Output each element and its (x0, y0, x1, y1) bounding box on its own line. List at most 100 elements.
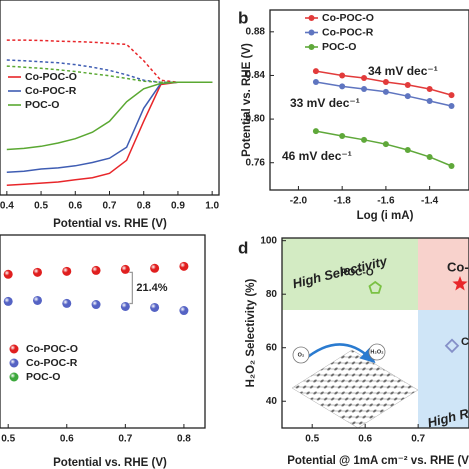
inset: O₂ H₂O₂ (291, 343, 419, 429)
point (404, 81, 411, 88)
point (448, 103, 455, 109)
annotation: 34 mV dec⁻¹ (368, 64, 438, 78)
reaction-arrow (303, 343, 376, 364)
x-axis-label: Log (i mA) (357, 210, 414, 222)
molecule (292, 346, 310, 364)
y-tick-label: 0.76 (246, 157, 266, 168)
annotation: 33 mV dec⁻¹ (290, 96, 360, 110)
marker-sphere (179, 306, 189, 316)
point (382, 88, 389, 95)
marker-sphere (62, 298, 72, 308)
legend-label: POC-O (26, 371, 60, 383)
annotation: 46 mV dec⁻¹ (282, 149, 352, 163)
x-tick-label: 0.6 (68, 201, 82, 212)
marker-sphere (32, 295, 42, 305)
region (282, 238, 418, 310)
marker-sphere (62, 266, 72, 276)
marker-sphere (179, 261, 189, 271)
point (339, 72, 346, 79)
x-tick-label: 0.5 (305, 434, 319, 445)
x-tick-label: -1.6 (377, 196, 395, 207)
x-axis-label: Potential vs. RHE (V) (53, 457, 167, 469)
y-axis-label: Potential vs. RHE (V) (241, 43, 253, 157)
x-tick-label: -2.0 (290, 196, 308, 207)
panel-label: d (238, 238, 248, 257)
region (418, 310, 469, 428)
x-axis-label: Potential @ 1mA cm⁻² vs. RHE (V) (287, 455, 469, 467)
marker-star (452, 276, 468, 291)
legend-marker (308, 29, 315, 36)
legend-label: Co-POC-R (26, 357, 78, 369)
ring-line (6, 39, 213, 84)
x-tick-label: 0.8 (177, 434, 191, 445)
x-tick-label: 0.7 (103, 201, 117, 212)
x-tick-label: 0.7 (411, 434, 425, 445)
panel-label: b (238, 8, 248, 27)
x-tick-label: 0.6 (60, 434, 74, 445)
y-tick-label: 80 (266, 289, 278, 300)
region (418, 238, 469, 310)
point (382, 79, 389, 85)
legend-label: Co-POC-O (26, 343, 78, 355)
point (426, 97, 433, 104)
ring-line (6, 65, 213, 84)
point (339, 83, 346, 90)
point (361, 74, 368, 81)
plot-frame (269, 9, 469, 191)
point (404, 93, 411, 100)
point-label: POC-O (341, 268, 374, 279)
point (448, 163, 455, 169)
marker-sphere (120, 264, 130, 274)
marker-pentagon (368, 280, 382, 294)
y-axis-label: H₂O₂ Selectivity (%) (245, 279, 257, 388)
marker-sphere (150, 302, 160, 312)
legend-marker (9, 358, 19, 368)
bracket (129, 271, 133, 305)
legend-marker (308, 44, 315, 50)
legend-label: Co-POC-R (25, 85, 77, 97)
y-tick-label: 0.80 (246, 114, 266, 125)
x-tick-label: 0.5 (1, 434, 15, 445)
inset-label: O₂ (298, 352, 305, 358)
legend-marker (9, 372, 19, 382)
point (312, 79, 319, 85)
y-tick-label: 40 (266, 396, 278, 407)
legend-label: Co-POC-O (322, 12, 374, 24)
bracket-label: 21.4% (136, 282, 167, 294)
point-label: Co-POC-R (461, 336, 469, 348)
point (448, 92, 455, 99)
marker-sphere (150, 263, 160, 273)
point (361, 85, 368, 92)
lattice-sheet (291, 349, 419, 429)
marker-sphere (120, 301, 130, 311)
y-tick-label: 100 (260, 235, 277, 246)
marker-sphere (3, 296, 13, 306)
point (339, 133, 346, 139)
point (312, 68, 319, 75)
legend-label: Co-POC-O (25, 71, 77, 83)
y-tick-label: 60 (266, 342, 278, 353)
x-tick-label: 0.5 (34, 201, 48, 212)
x-tick-label: 1.0 (205, 201, 219, 212)
marker-sphere (32, 267, 42, 277)
y-tick-label: 0.88 (246, 26, 266, 37)
legend-label: Co-POC-R (322, 26, 374, 38)
x-axis-label: Potential vs. RHE (V) (53, 218, 167, 230)
x-tick-label: 0.7 (118, 434, 132, 445)
plot-frame (281, 237, 469, 429)
molecule (368, 343, 386, 361)
point (426, 85, 433, 92)
legend-label: POC-O (25, 99, 59, 111)
point (312, 128, 319, 135)
legend-marker (308, 15, 315, 21)
x-tick-label: 0.8 (137, 201, 151, 212)
legend-marker (9, 344, 19, 354)
marker-sphere (3, 269, 13, 279)
marker-sphere (91, 300, 101, 310)
point-label: Co-POC-O (447, 259, 469, 274)
x-tick-label: 0.4 (0, 201, 14, 212)
plot-frame (0, 234, 206, 429)
point (404, 146, 411, 153)
